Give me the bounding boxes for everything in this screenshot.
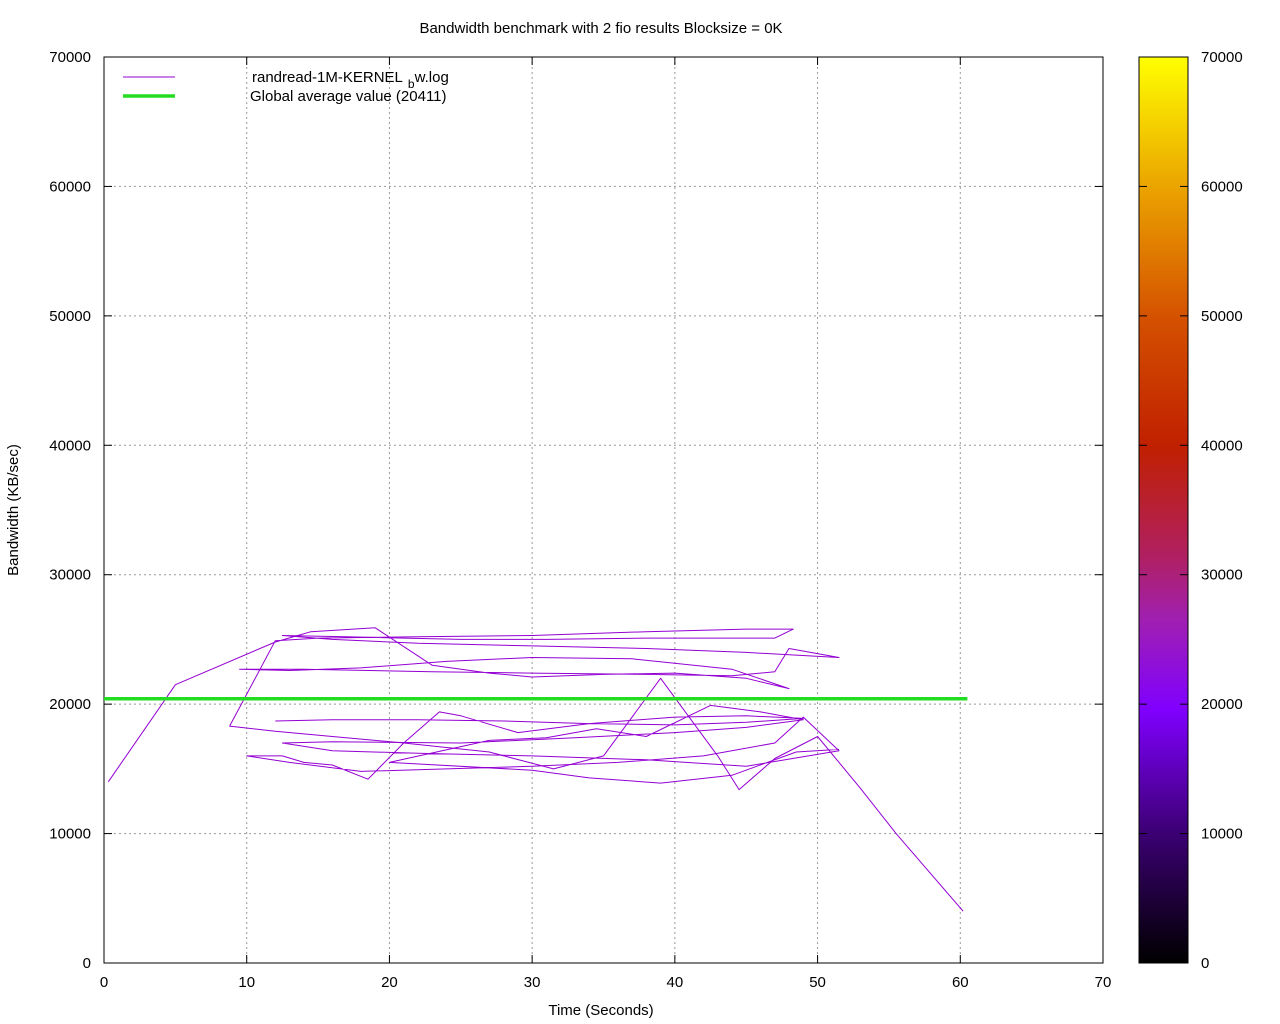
colorbar-tick-label: 10000 bbox=[1201, 826, 1243, 843]
x-tick-label: 30 bbox=[524, 974, 541, 991]
series-line-1 bbox=[107, 627, 964, 912]
series-line-2 bbox=[246, 704, 840, 784]
x-tick-label: 10 bbox=[238, 974, 255, 991]
legend-series-1-name: randread-1M-KERNEL bbox=[252, 69, 403, 86]
y-tick-label: 70000 bbox=[49, 49, 91, 66]
legend-label-series-1: randread-1M-KERNEL bw.log bbox=[252, 69, 449, 91]
x-tick-label: 60 bbox=[952, 974, 969, 991]
plot-frame bbox=[103, 56, 1104, 964]
legend-label-average: Global average value (20411) bbox=[250, 88, 447, 105]
axis-ticks: 0 10 20 30 40 50 60 70 0 10000 20000 30000 40000 5000… bbox=[49, 49, 1111, 991]
y-tick-label: 60000 bbox=[49, 178, 91, 195]
y-tick-label: 30000 bbox=[49, 567, 91, 584]
legend-series-1-subscript: b bbox=[408, 77, 415, 91]
y-tick-label: 40000 bbox=[49, 437, 91, 454]
colorbar-tick-label: 70000 bbox=[1201, 49, 1243, 66]
y-axis-label: Bandwidth (KB/sec) bbox=[5, 444, 22, 576]
x-tick-label: 50 bbox=[809, 974, 826, 991]
colorbar-gradient bbox=[1138, 56, 1189, 964]
y-tick-label: 50000 bbox=[49, 308, 91, 325]
colorbar-tick-label: 40000 bbox=[1201, 437, 1243, 454]
y-tick-label: 0 bbox=[83, 955, 91, 972]
x-tick-label: 70 bbox=[1095, 974, 1112, 991]
colorbar: 0 10000 20000 30000 40000 50000 60000 70000 bbox=[1138, 49, 1243, 972]
chart-title: Bandwidth benchmark with 2 fio results B… bbox=[419, 20, 782, 37]
colorbar-tick-label: 50000 bbox=[1201, 308, 1243, 325]
x-tick-label: 40 bbox=[667, 974, 684, 991]
legend-series-1-suffix: w.log bbox=[414, 69, 449, 86]
colorbar-ticks: 0 10000 20000 30000 40000 50000 60000 70000 bbox=[1139, 49, 1243, 972]
legend: randread-1M-KERNEL bw.log Global average … bbox=[123, 69, 449, 105]
colorbar-tick-label: 60000 bbox=[1201, 178, 1243, 195]
colorbar-tick-label: 20000 bbox=[1201, 696, 1243, 713]
x-axis-label: Time (Seconds) bbox=[548, 1002, 653, 1019]
x-tick-label: 0 bbox=[100, 974, 108, 991]
y-tick-label: 20000 bbox=[49, 696, 91, 713]
colorbar-tick-label: 30000 bbox=[1201, 567, 1243, 584]
colorbar-tick-label: 0 bbox=[1201, 955, 1209, 972]
grid-lines bbox=[104, 57, 1103, 963]
x-tick-label: 20 bbox=[381, 974, 398, 991]
series-layer bbox=[104, 627, 968, 912]
y-tick-label: 10000 bbox=[49, 826, 91, 843]
